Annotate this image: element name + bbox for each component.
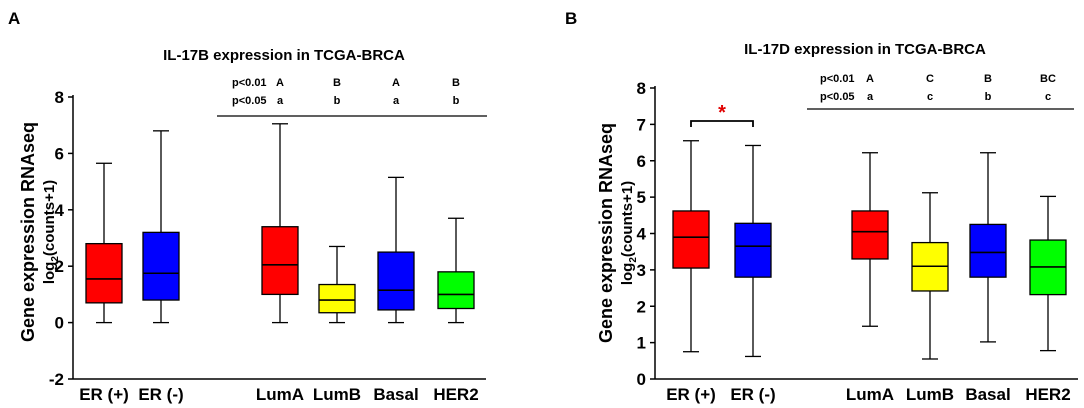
y-tick-label-b: 4 bbox=[637, 225, 647, 244]
y-tick-label-a: -2 bbox=[49, 370, 64, 389]
box-iqr bbox=[261, 226, 299, 296]
significance-table-a: p<0.01 A B A Bp<0.05 a b a b bbox=[217, 77, 487, 117]
y-tick-label-b: 6 bbox=[637, 152, 646, 171]
significance-group-letter: b bbox=[985, 91, 992, 103]
box-b-0 bbox=[672, 140, 710, 353]
panel-label-b: B bbox=[565, 9, 577, 28]
significance-bracket-b: * bbox=[690, 102, 754, 127]
significance-group-letter: BC bbox=[1040, 73, 1056, 85]
box-a-1 bbox=[142, 130, 180, 324]
significance-group-letter: a bbox=[393, 95, 400, 107]
box-a-0 bbox=[85, 162, 123, 324]
y-axis-label-line2-a: log2(counts+1) bbox=[41, 180, 61, 284]
y-tick-label-b: 7 bbox=[637, 115, 646, 134]
y-tick-label-a: 6 bbox=[55, 144, 64, 163]
box-iqr bbox=[377, 251, 415, 311]
x-category-label-b: HER2 bbox=[1025, 385, 1070, 404]
box-a-3 bbox=[318, 245, 356, 324]
significance-table-b: p<0.01 A C B BC p<0.05 a c b c bbox=[807, 73, 1074, 110]
box-b-1 bbox=[734, 144, 772, 358]
y-tick-label-b: 8 bbox=[637, 79, 646, 98]
significance-group-letter: B bbox=[984, 73, 992, 85]
significance-group-letter: B bbox=[452, 77, 460, 89]
significance-row-label: p<0.01 bbox=[232, 77, 267, 89]
y-axis-label-a: Gene expression RNAseq log2(counts+1) bbox=[18, 122, 61, 342]
y-axis-label-line1-a: Gene expression RNAseq bbox=[18, 122, 38, 342]
y-tick-label-b: 5 bbox=[637, 188, 646, 207]
significance-group-letter: a bbox=[867, 91, 874, 103]
significance-group-letter: A bbox=[866, 73, 874, 85]
chart-title-b: IL-17D expression in TCGA-BRCA bbox=[744, 41, 986, 58]
y-tick-label-a: 2 bbox=[55, 257, 64, 276]
x-category-label-a: ER (+) bbox=[79, 385, 129, 404]
panel-b: B IL-17D expression in TCGA-BRCA Gene ex… bbox=[565, 9, 1078, 404]
significance-group-letter: A bbox=[392, 77, 400, 89]
panel-a: A IL-17B expression in TCGA-BRCA Gene ex… bbox=[8, 9, 487, 404]
x-category-label-b: LumA bbox=[846, 385, 894, 404]
box-a-4 bbox=[377, 176, 415, 324]
significance-group-letter: b bbox=[334, 95, 341, 107]
y-axis-label-line1-b: Gene expression RNAseq bbox=[596, 123, 616, 343]
significance-group-letter: c bbox=[1045, 91, 1051, 103]
box-iqr bbox=[672, 210, 710, 269]
significance-group-letter: C bbox=[926, 73, 934, 85]
box-b-3 bbox=[911, 192, 949, 360]
box-b-5 bbox=[1029, 195, 1067, 352]
y-axis-label-line2-b: log2(counts+1) bbox=[619, 181, 639, 285]
y-tick-label-b: 3 bbox=[637, 261, 646, 280]
x-category-label-b: Basal bbox=[965, 385, 1010, 404]
y-tick-label-b: 2 bbox=[637, 297, 646, 316]
y-axis-label-b: Gene expression RNAseq log2(counts+1) bbox=[596, 123, 639, 343]
box-iqr bbox=[85, 242, 123, 304]
box-b-4 bbox=[969, 152, 1007, 343]
y-tick-label-a: 8 bbox=[55, 88, 64, 107]
significance-star: * bbox=[718, 102, 726, 124]
y-tick-label-b: 0 bbox=[637, 370, 646, 389]
box-a-5 bbox=[437, 217, 475, 324]
x-category-label-b: ER (-) bbox=[730, 385, 775, 404]
x-category-label-b: LumB bbox=[906, 385, 954, 404]
box-iqr bbox=[437, 271, 475, 310]
x-category-label-a: HER2 bbox=[433, 385, 478, 404]
box-a-2 bbox=[261, 123, 299, 324]
significance-group-letter: b bbox=[453, 95, 460, 107]
x-category-label-a: LumB bbox=[313, 385, 361, 404]
bracket-line bbox=[690, 120, 754, 127]
y-tick-label-a: 0 bbox=[55, 314, 64, 333]
x-category-label-b: ER (+) bbox=[666, 385, 716, 404]
x-category-label-a: ER (-) bbox=[138, 385, 183, 404]
x-category-label-a: Basal bbox=[373, 385, 418, 404]
box-iqr bbox=[318, 283, 356, 314]
chart-title-a: IL-17B expression in TCGA-BRCA bbox=[163, 47, 405, 64]
significance-group-letter: A bbox=[276, 77, 284, 89]
significance-group-letter: B bbox=[333, 77, 341, 89]
significance-row-label: p<0.05 bbox=[232, 95, 267, 107]
y-tick-label-b: 1 bbox=[637, 334, 646, 353]
box-iqr bbox=[851, 210, 889, 260]
significance-row-label: p<0.05 bbox=[820, 91, 855, 103]
box-iqr bbox=[969, 223, 1007, 278]
significance-group-letter: c bbox=[927, 91, 933, 103]
significance-row-label: p<0.01 bbox=[820, 73, 855, 85]
panel-label-a: A bbox=[8, 9, 20, 28]
significance-group-letter: a bbox=[277, 95, 284, 107]
x-category-label-a: LumA bbox=[256, 385, 304, 404]
y-tick-label-a: 4 bbox=[55, 201, 65, 220]
box-b-2 bbox=[851, 152, 889, 327]
box-iqr bbox=[142, 231, 180, 301]
box-iqr bbox=[734, 222, 772, 278]
